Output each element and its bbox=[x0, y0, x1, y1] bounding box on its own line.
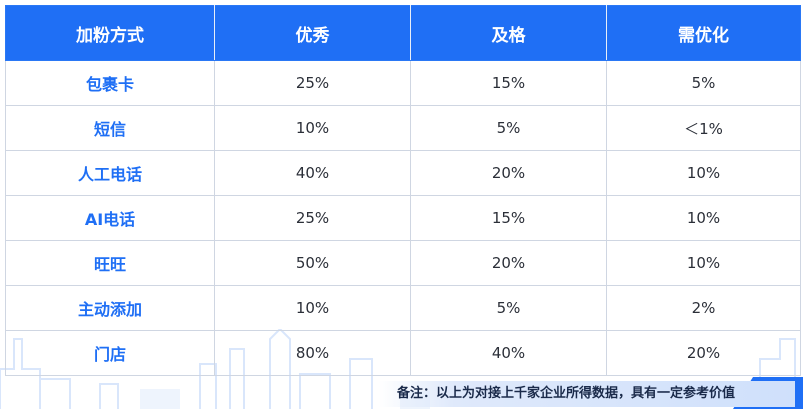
table-row: 包裹卡 25% 15% 5% bbox=[5, 60, 801, 106]
cell-excellent: 10% bbox=[214, 105, 411, 151]
conversion-table: 加粉方式 优秀 及格 需优化 包裹卡 25% 15% 5% 短信 10% 5% bbox=[5, 5, 801, 376]
header-pass: 及格 bbox=[410, 5, 607, 61]
cell-excellent: 50% bbox=[214, 240, 411, 286]
cell-method: 短信 bbox=[5, 105, 215, 151]
cell-excellent: 40% bbox=[214, 150, 411, 196]
header-method: 加粉方式 bbox=[5, 5, 215, 61]
cell-pass: 15% bbox=[410, 60, 607, 106]
cell-method: 门店 bbox=[5, 330, 215, 376]
table-row: 门店 80% 40% 20% bbox=[5, 330, 801, 376]
table-row: 旺旺 50% 20% 10% bbox=[5, 240, 801, 286]
table-container: 加粉方式 优秀 及格 需优化 包裹卡 25% 15% 5% 短信 10% 5% bbox=[5, 5, 801, 376]
cell-excellent: 25% bbox=[214, 195, 411, 241]
footnote: 备注：以上为对接上千家企业所得数据，具有一定参考价值 bbox=[378, 381, 795, 407]
cell-improve: 20% bbox=[606, 330, 801, 376]
cell-excellent: 25% bbox=[214, 60, 411, 106]
cell-excellent: 80% bbox=[214, 330, 411, 376]
cell-pass: 20% bbox=[410, 150, 607, 196]
table-row: 短信 10% 5% ＜1% bbox=[5, 105, 801, 151]
cell-improve: ＜1% bbox=[606, 105, 801, 151]
cell-method: 主动添加 bbox=[5, 285, 215, 331]
cell-method: 旺旺 bbox=[5, 240, 215, 286]
cell-improve: 10% bbox=[606, 150, 801, 196]
cell-pass: 15% bbox=[410, 195, 607, 241]
cell-improve: 5% bbox=[606, 60, 801, 106]
cell-pass: 5% bbox=[410, 285, 607, 331]
table-row: 人工电话 40% 20% 10% bbox=[5, 150, 801, 196]
cell-improve: 10% bbox=[606, 240, 801, 286]
table-row: AI电话 25% 15% 10% bbox=[5, 195, 801, 241]
table-header-row: 加粉方式 优秀 及格 需优化 bbox=[5, 5, 801, 61]
cell-improve: 10% bbox=[606, 195, 801, 241]
cell-pass: 20% bbox=[410, 240, 607, 286]
cell-pass: 40% bbox=[410, 330, 607, 376]
header-improve: 需优化 bbox=[606, 5, 801, 61]
cell-improve: 2% bbox=[606, 285, 801, 331]
table-row: 主动添加 10% 5% 2% bbox=[5, 285, 801, 331]
cell-method: 人工电话 bbox=[5, 150, 215, 196]
cell-pass: 5% bbox=[410, 105, 607, 151]
header-excellent: 优秀 bbox=[214, 5, 411, 61]
cell-excellent: 10% bbox=[214, 285, 411, 331]
cell-method: AI电话 bbox=[5, 195, 215, 241]
cell-method: 包裹卡 bbox=[5, 60, 215, 106]
